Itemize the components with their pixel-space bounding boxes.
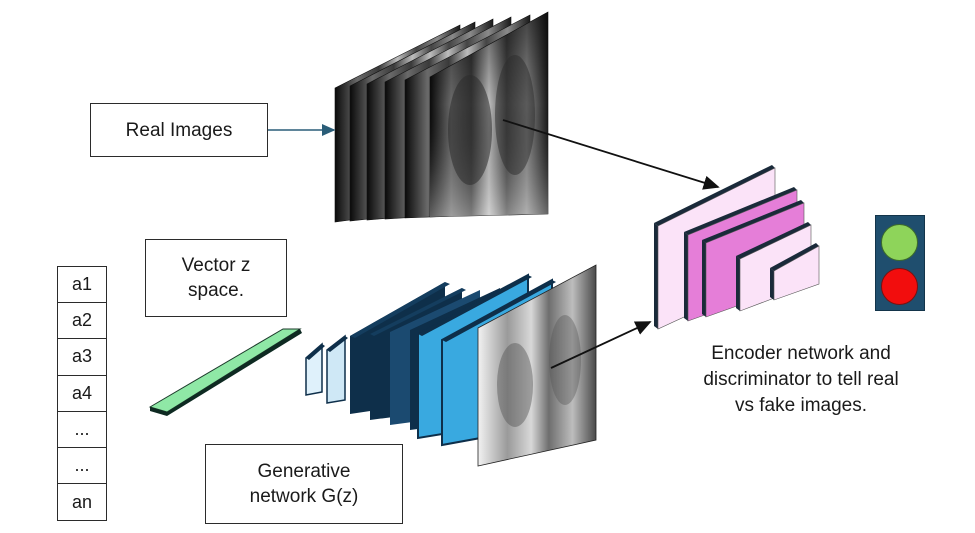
vector-item: a3 [58,339,106,376]
vector-z-label-box: Vector z space. [145,239,287,317]
latent-vector-list: a1 a2 a3 a4 ... ... an [57,266,107,522]
real-to-encoder-arrow [502,119,720,190]
green-lamp-icon [881,224,918,261]
caption-line3: vs fake images. [735,395,867,416]
encoder-caption: Encoder network and discriminator to tel… [680,341,922,419]
real-images-label: Real Images [125,119,233,141]
caption-line1: Encoder network and [711,343,891,364]
vector-item: a1 [58,267,106,304]
fake-to-encoder-arrow [550,321,652,369]
vector-z-label-line2: space. [188,280,244,301]
red-lamp-icon [881,268,918,305]
generated-image [477,264,597,467]
vector-item: a4 [58,376,106,412]
vector-z-label-line1: Vector z [181,255,251,276]
real-images-stack [334,11,549,223]
encoder-layers [654,165,820,330]
vector-item: an [71,491,93,512]
generative-network-label-box: Generative network G(z) [205,444,403,524]
real-images-label-box: Real Images [90,103,268,157]
vector-item: a2 [58,303,106,340]
vector-z-bar [148,328,302,416]
generative-label-line1: Generative [257,461,351,482]
vector-item: ... [58,448,106,485]
generative-label-line2: network G(z) [249,486,359,507]
caption-line2: discriminator to tell real [703,369,899,390]
traffic-light-icon [875,215,925,311]
vector-item: ... [58,412,106,448]
